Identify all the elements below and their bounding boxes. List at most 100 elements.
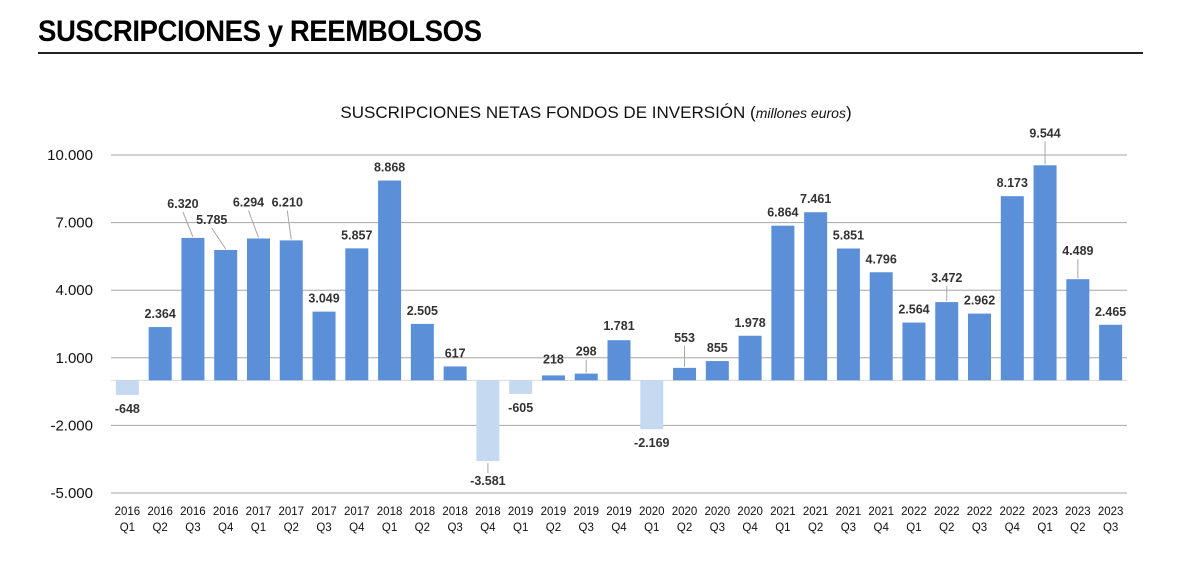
x-tick-label: Q2 xyxy=(415,522,430,534)
y-tick-label: 1.000 xyxy=(55,350,93,367)
bar xyxy=(935,302,959,381)
chart-title-unit: millones euros xyxy=(756,105,846,121)
x-tick-label: Q4 xyxy=(218,522,234,534)
x-tick-label: 2021 xyxy=(836,506,862,518)
x-tick-label: 2020 xyxy=(672,506,698,518)
x-tick-label: 2019 xyxy=(541,506,567,518)
x-tick-label: Q4 xyxy=(349,522,365,534)
data-label: 3.049 xyxy=(308,292,339,306)
chart-title-text: SUSCRIPCIONES NETAS FONDOS DE INVERSIÓN xyxy=(340,103,745,122)
x-tick-label: 2019 xyxy=(508,506,534,518)
data-label: 2.564 xyxy=(898,303,929,317)
data-label: -3.581 xyxy=(470,474,505,488)
x-tick-label: 2018 xyxy=(442,506,468,518)
x-tick-label: 2022 xyxy=(967,506,993,518)
x-tick-label: 2017 xyxy=(246,506,272,518)
x-tick-label: Q3 xyxy=(579,522,594,534)
bar xyxy=(378,180,402,381)
x-tick-label: 2023 xyxy=(1065,506,1091,518)
x-tick-label: Q1 xyxy=(906,522,921,534)
data-label: 1.978 xyxy=(734,316,765,330)
x-tick-label: Q1 xyxy=(382,522,397,534)
x-tick-label: 2021 xyxy=(803,506,829,518)
bar xyxy=(1033,165,1057,381)
x-tick-label: 2016 xyxy=(213,506,239,518)
x-tick-label: Q2 xyxy=(808,522,823,534)
bar xyxy=(836,248,860,381)
data-label: 6.210 xyxy=(272,195,303,209)
x-tick-label: 2017 xyxy=(311,506,337,518)
x-tick-label: 2016 xyxy=(147,506,173,518)
data-label: 1.781 xyxy=(603,319,634,333)
x-tick-label: Q1 xyxy=(644,522,659,534)
x-tick-label: Q2 xyxy=(1070,522,1085,534)
x-tick-label: 2021 xyxy=(770,506,796,518)
bar xyxy=(968,313,992,381)
x-tick-label: Q3 xyxy=(710,522,725,534)
chart-title: SUSCRIPCIONES NETAS FONDOS DE INVERSIÓN … xyxy=(340,103,851,122)
x-tick-label: 2018 xyxy=(475,506,501,518)
x-tick-label: Q4 xyxy=(480,522,496,534)
bar xyxy=(607,340,631,381)
bar xyxy=(541,375,565,381)
x-tick-label: Q4 xyxy=(611,522,627,534)
x-tick-label: 2018 xyxy=(410,506,436,518)
y-tick-label: 4.000 xyxy=(55,282,93,299)
x-tick-label: 2020 xyxy=(705,506,731,518)
bar xyxy=(509,380,533,394)
bars xyxy=(115,165,1123,462)
x-tick-label: 2017 xyxy=(344,506,370,518)
bar xyxy=(312,311,336,381)
bar xyxy=(640,380,664,430)
bar xyxy=(443,366,467,381)
x-tick-label: Q2 xyxy=(939,522,954,534)
x-tick-label: Q4 xyxy=(1005,522,1021,534)
x-tick-label: Q3 xyxy=(316,522,331,534)
bar xyxy=(804,212,828,381)
data-label: 218 xyxy=(543,352,564,366)
x-tick-label: 2020 xyxy=(737,506,763,518)
x-axis: 2016 Q1 2016 Q2 2016 Q3 2016 Q4 2017 Q1 2017 Q2 2017… xyxy=(115,506,1124,534)
x-tick-label: Q4 xyxy=(742,522,758,534)
x-tick-label: Q3 xyxy=(972,522,987,534)
x-tick-label: 2017 xyxy=(278,506,304,518)
x-tick-label: 2023 xyxy=(1032,506,1058,518)
x-tick-label: Q1 xyxy=(1037,522,1052,534)
x-tick-label: Q3 xyxy=(185,522,200,534)
data-label: 298 xyxy=(576,345,597,359)
data-label: -648 xyxy=(115,402,140,416)
data-label: 3.472 xyxy=(931,271,962,285)
data-label: -605 xyxy=(508,401,533,415)
page-header: SUSCRIPCIONES y REEMBOLSOS xyxy=(38,12,1143,54)
chart-title-open-paren: ( xyxy=(745,103,756,122)
data-label: 2.465 xyxy=(1095,305,1126,319)
data-label: 4.796 xyxy=(866,252,897,266)
x-tick-label: 2016 xyxy=(115,506,141,518)
bar xyxy=(148,327,172,381)
x-tick-label: 2019 xyxy=(606,506,632,518)
y-tick-label: 10.000 xyxy=(47,147,93,164)
x-tick-label: 2018 xyxy=(377,506,403,518)
x-tick-label: Q4 xyxy=(874,522,890,534)
bar xyxy=(771,225,795,381)
y-tick-label: -2.000 xyxy=(50,417,93,434)
bar xyxy=(214,249,238,381)
data-label: 2.505 xyxy=(407,304,438,318)
x-tick-label: Q3 xyxy=(841,522,856,534)
bar xyxy=(181,237,205,381)
x-tick-label: Q1 xyxy=(775,522,790,534)
x-tick-label: 2019 xyxy=(573,506,599,518)
data-labels: -648 2.364 6.320 5.785 6.294 6.210 3.049 5.857 8… xyxy=(115,126,1126,488)
bar xyxy=(673,367,697,381)
data-label: 5.785 xyxy=(196,213,227,227)
bar xyxy=(574,373,598,381)
bar xyxy=(115,380,139,395)
y-tick-label: 7.000 xyxy=(55,215,93,232)
x-tick-label: Q1 xyxy=(120,522,135,534)
data-label: 9.544 xyxy=(1029,126,1060,140)
x-tick-label: 2021 xyxy=(868,506,894,518)
bar xyxy=(410,323,434,381)
label-leader-lines xyxy=(182,141,1079,474)
x-tick-label: Q2 xyxy=(152,522,167,534)
